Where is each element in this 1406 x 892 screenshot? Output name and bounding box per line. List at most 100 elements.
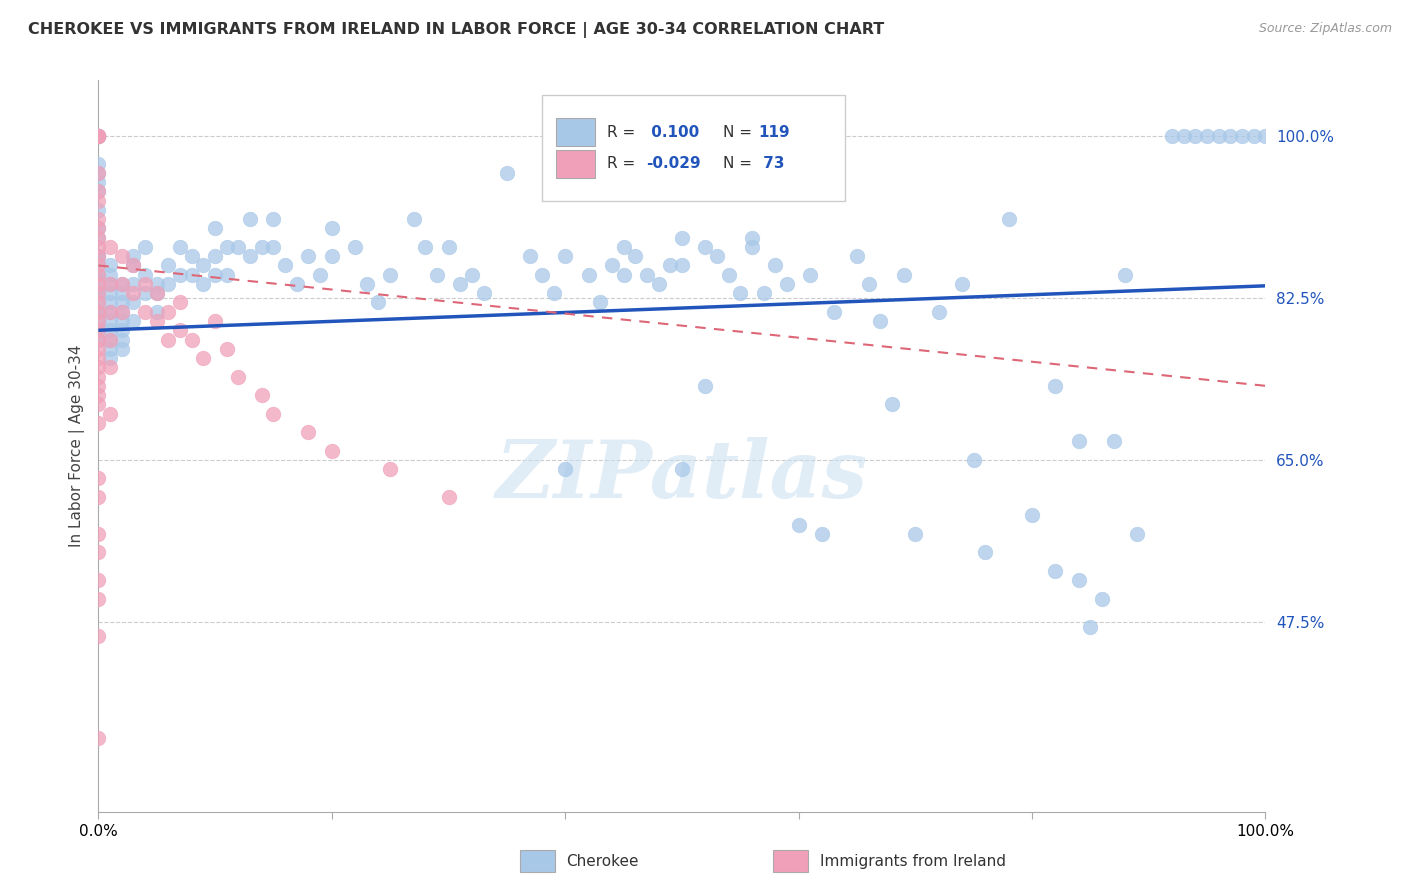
Point (1021, 508, 1043, 523)
Point (169, 323, 191, 337)
Y-axis label: In Labor Force | Age 30-34: In Labor Force | Age 30-34 (69, 344, 84, 548)
Point (519, 249, 541, 263)
Point (671, 259, 693, 273)
Point (180, 268, 202, 282)
Point (87, 249, 110, 263)
Point (928, 304, 950, 318)
Point (321, 221, 343, 235)
Point (87, 304, 110, 318)
Point (893, 268, 915, 282)
Point (98, 268, 121, 282)
Point (262, 240, 284, 254)
Point (659, 259, 682, 273)
Point (157, 277, 180, 291)
Point (997, 212, 1019, 227)
Point (1243, 128, 1265, 143)
Point (554, 462, 576, 476)
Point (1045, 379, 1067, 393)
Point (1173, 128, 1195, 143)
Point (87, 268, 110, 282)
Point (344, 240, 367, 254)
Point (87, 314, 110, 328)
Point (98, 342, 121, 356)
Point (87, 314, 110, 328)
Point (87, 471, 110, 485)
Point (799, 268, 821, 282)
Point (87, 249, 110, 263)
Point (122, 286, 145, 301)
Point (274, 259, 297, 273)
Point (1219, 128, 1241, 143)
Text: R =: R = (606, 125, 640, 139)
Point (146, 304, 169, 318)
Point (87, 388, 110, 402)
Text: Immigrants from Ireland: Immigrants from Ireland (820, 854, 1005, 869)
Point (87, 527, 110, 541)
Point (111, 342, 134, 356)
Point (87, 490, 110, 504)
Point (111, 314, 134, 328)
Point (1080, 619, 1102, 633)
Text: N =: N = (723, 125, 756, 139)
Point (111, 323, 134, 337)
Point (87, 185, 110, 199)
Point (87, 342, 110, 356)
Point (169, 268, 191, 282)
Point (962, 453, 984, 467)
Point (823, 304, 845, 318)
Point (321, 249, 343, 263)
Point (87, 277, 110, 291)
Point (496, 166, 519, 180)
Point (87, 240, 110, 254)
Point (250, 388, 273, 402)
Point (87, 731, 110, 745)
Point (122, 314, 145, 328)
Point (122, 259, 145, 273)
Point (193, 277, 215, 291)
Point (752, 286, 775, 301)
Point (380, 462, 402, 476)
Point (1195, 128, 1218, 143)
Point (98, 259, 121, 273)
Point (846, 249, 869, 263)
Point (87, 416, 110, 430)
Point (98, 295, 121, 310)
Point (613, 240, 636, 254)
Point (695, 240, 717, 254)
Text: -0.029: -0.029 (645, 156, 700, 171)
Point (87, 230, 110, 244)
Point (111, 277, 134, 291)
Point (461, 268, 484, 282)
Point (87, 230, 110, 244)
Point (157, 304, 180, 318)
Point (578, 268, 600, 282)
Point (437, 490, 460, 504)
Point (600, 259, 623, 273)
Point (111, 286, 134, 301)
Point (869, 314, 891, 328)
Point (215, 240, 238, 254)
Point (309, 268, 332, 282)
Point (87, 194, 110, 208)
Point (285, 277, 308, 291)
Point (776, 277, 799, 291)
Point (1126, 527, 1149, 541)
Point (87, 128, 110, 143)
Point (87, 128, 110, 143)
Point (87, 128, 110, 143)
Point (193, 259, 215, 273)
Point (87, 175, 110, 189)
Point (134, 286, 156, 301)
Point (87, 304, 110, 318)
Text: R =: R = (606, 156, 640, 171)
Point (1067, 574, 1090, 588)
Point (787, 517, 810, 532)
Point (204, 314, 226, 328)
Point (134, 268, 156, 282)
Point (87, 128, 110, 143)
Point (647, 277, 669, 291)
Point (87, 128, 110, 143)
Point (180, 249, 202, 263)
Point (717, 268, 740, 282)
Point (730, 286, 752, 301)
